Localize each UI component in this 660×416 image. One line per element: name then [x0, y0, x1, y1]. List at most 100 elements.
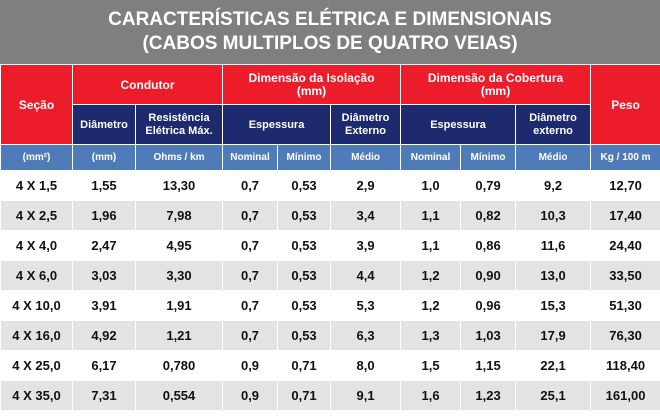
- value-cell: 3,03: [72, 260, 136, 291]
- header-text: externo: [533, 124, 573, 137]
- section-cell: 4 X 1,5: [0, 170, 73, 201]
- header-cell: Condutor: [71, 64, 224, 105]
- value-cell: 1,1: [400, 200, 462, 231]
- header-cell: Espessura: [222, 104, 332, 145]
- value-cell: 2,47: [72, 230, 136, 261]
- header-text: (mm): [296, 83, 327, 98]
- unit-cell: Nominal: [400, 144, 462, 171]
- value-cell: 3,91: [72, 290, 136, 321]
- section-cell: 4 X 6,0: [0, 260, 73, 291]
- value-cell: 0,554: [134, 380, 224, 411]
- value-cell: 12,70: [590, 170, 660, 201]
- value-cell: 0,96: [460, 290, 517, 321]
- value-cell: 0,53: [277, 230, 332, 261]
- value-cell: 5,3: [330, 290, 402, 321]
- header-text: Diâmetro: [529, 111, 577, 124]
- value-cell: 17,9: [515, 320, 592, 351]
- header-row: Diâmetro Resistência Elétrica Máx. Espess…: [1, 104, 660, 145]
- value-cell: 0,71: [277, 350, 332, 381]
- value-cell: 11,6: [515, 230, 592, 261]
- section-cell: 4 X 35,0: [0, 380, 73, 411]
- value-cell: 2,9: [330, 170, 402, 201]
- header-cell: Dimensão da Isolação (mm): [222, 64, 402, 105]
- section-cell: 4 X 10,0: [0, 290, 73, 321]
- value-cell: 1,1: [400, 230, 462, 261]
- value-cell: 0,7: [222, 260, 279, 291]
- value-cell: 1,96: [72, 200, 136, 231]
- value-cell: 0,9: [222, 350, 279, 381]
- value-cell: 161,00: [590, 380, 660, 411]
- spec-table: Seção Condutor Dimensão da Isolação (mm) …: [0, 64, 660, 411]
- value-cell: 0,9: [222, 380, 279, 411]
- section-cell: 4 X 2,5: [0, 200, 73, 231]
- value-cell: 0,79: [460, 170, 517, 201]
- value-cell: 76,30: [590, 320, 660, 351]
- header-cell: Resistência Elétrica Máx.: [134, 104, 224, 145]
- unit-cell: Mínimo: [277, 144, 332, 171]
- value-cell: 0,90: [460, 260, 517, 291]
- unit-cell: Ohms / km: [134, 144, 224, 171]
- value-cell: 0,7: [222, 290, 279, 321]
- value-cell: 7,31: [72, 380, 136, 411]
- section-cell: 4 X 25,0: [0, 350, 73, 381]
- value-cell: 6,17: [72, 350, 136, 381]
- value-cell: 1,15: [460, 350, 517, 381]
- header-cell: Seção: [0, 64, 73, 145]
- table-body: Seção Condutor Dimensão da Isolação (mm) …: [0, 64, 660, 411]
- value-cell: 22,1: [515, 350, 592, 381]
- value-cell: 1,0: [400, 170, 462, 201]
- header-row: Seção Condutor Dimensão da Isolação (mm) …: [0, 64, 660, 145]
- units-row: (mm²) (mm) Ohms / km Nominal Mínimo Médio Nomi…: [0, 144, 660, 171]
- value-cell: 10,3: [515, 200, 592, 231]
- data-row: 4 X 25,0 6,17 0,780 0,9 0,71 8,0 1,5 1,15 22,1 11…: [0, 350, 660, 381]
- value-cell: 0,7: [222, 320, 279, 351]
- value-cell: 0,7: [222, 230, 279, 261]
- value-cell: 0,53: [277, 320, 332, 351]
- header-cell: Diâmetro externo: [515, 104, 592, 145]
- header-text: (mm): [480, 83, 511, 98]
- header-text: Dimensão da Cobertura: [427, 70, 564, 85]
- value-cell: 13,0: [515, 260, 592, 291]
- value-cell: 0,7: [222, 170, 279, 201]
- value-cell: 9,1: [330, 380, 402, 411]
- value-cell: 8,0: [330, 350, 402, 381]
- value-cell: 3,4: [330, 200, 402, 231]
- value-cell: 1,21: [134, 320, 224, 351]
- value-cell: 1,2: [400, 290, 462, 321]
- unit-cell: Kg / 100 m: [590, 144, 660, 171]
- data-row: 4 X 4,0 2,47 4,95 0,7 0,53 3,9 1,1 0,86 11,6 24,4…: [0, 230, 660, 261]
- header-text: Dimensão da Isolação: [248, 70, 375, 85]
- section-cell: 4 X 16,0: [0, 320, 73, 351]
- value-cell: 1,6: [400, 380, 462, 411]
- data-row: 4 X 16,0 4,92 1,21 0,7 0,53 6,3 1,3 1,03 17,9 76,…: [0, 320, 660, 351]
- value-cell: 1,5: [400, 350, 462, 381]
- value-cell: 0,53: [277, 260, 332, 291]
- unit-cell: Nominal: [222, 144, 279, 171]
- value-cell: 3,9: [330, 230, 402, 261]
- value-cell: 0,780: [134, 350, 224, 381]
- value-cell: 1,03: [460, 320, 517, 351]
- value-cell: 17,40: [590, 200, 660, 231]
- value-cell: 51,30: [590, 290, 660, 321]
- value-cell: 1,23: [460, 380, 517, 411]
- unit-cell: (mm²): [0, 144, 73, 171]
- header-text: Elétrica Máx.: [145, 124, 213, 137]
- header-cell: Dimensão da Cobertura (mm): [400, 64, 592, 105]
- data-row: 4 X 6,0 3,03 3,30 0,7 0,53 4,4 1,2 0,90 13,0 33,5…: [0, 260, 660, 291]
- unit-cell: Médio: [515, 144, 592, 171]
- value-cell: 4,95: [134, 230, 224, 261]
- header-text: Diâmetro: [341, 111, 390, 124]
- value-cell: 0,71: [277, 380, 332, 411]
- value-cell: 1,91: [134, 290, 224, 321]
- value-cell: 0,53: [277, 200, 332, 231]
- value-cell: 3,30: [134, 260, 224, 291]
- value-cell: 4,92: [72, 320, 136, 351]
- section-cell: 4 X 4,0: [0, 230, 73, 261]
- data-row: 4 X 35,0 7,31 0,554 0,9 0,71 9,1 1,6 1,23 25,1 16…: [0, 380, 660, 411]
- header-text: Externo: [345, 124, 386, 137]
- value-cell: 0,53: [277, 290, 332, 321]
- value-cell: 9,2: [515, 170, 592, 201]
- data-row: 4 X 2,5 1,96 7,98 0,7 0,53 3,4 1,1 0,82 10,3 17,4…: [0, 200, 660, 231]
- unit-cell: Mínimo: [460, 144, 517, 171]
